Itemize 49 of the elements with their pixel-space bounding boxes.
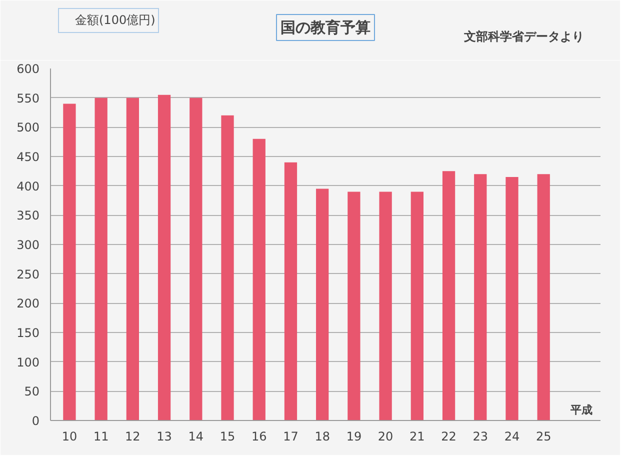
- x-tick-label: 21: [410, 430, 425, 444]
- bar: [442, 171, 456, 420]
- bar: [348, 192, 360, 420]
- y-tick-label: 50: [24, 384, 40, 399]
- x-tick-label: 19: [346, 430, 362, 444]
- y-tick-label: 300: [16, 238, 40, 252]
- bar: [284, 162, 298, 420]
- y-tick-label: 600: [16, 62, 40, 76]
- y-tick-label: 350: [16, 208, 40, 223]
- y-tick-label: 100: [16, 355, 40, 370]
- y-tick-label: 550: [16, 91, 40, 106]
- bar: [158, 94, 171, 420]
- bar: [316, 188, 329, 420]
- x-tick-label: 18: [314, 430, 330, 444]
- x-tick-label: 11: [93, 430, 109, 444]
- x-tick-label: 13: [156, 430, 172, 444]
- bar: [252, 138, 266, 420]
- chart-title: 国の教育予算: [280, 18, 370, 36]
- bar: [221, 115, 234, 420]
- text: 文部科学省データより: [463, 30, 584, 44]
- x-tick-label: 20: [378, 430, 394, 444]
- y-tick-label: 400: [16, 179, 40, 194]
- bar: [126, 98, 140, 420]
- x-tick-label: 24: [504, 430, 520, 444]
- bar: [63, 104, 76, 420]
- x-tick-label: 22: [441, 430, 456, 444]
- text: 金額(100億円): [75, 12, 156, 29]
- x-tick-label: 17: [283, 430, 298, 444]
- x-tick-label: 12: [125, 430, 140, 444]
- bar: [379, 192, 392, 420]
- bar: [506, 177, 518, 420]
- x-tick-label: 15: [220, 430, 236, 444]
- bar: [190, 98, 202, 420]
- y-tick-label: 0: [32, 414, 40, 428]
- x-tick-label: 16: [251, 430, 267, 444]
- y-tick-label: 450: [16, 150, 40, 164]
- bar: [474, 174, 487, 420]
- y-tick-label: 250: [16, 267, 40, 282]
- x-tick-label: 10: [62, 430, 78, 444]
- x-tick-label: 23: [472, 430, 488, 444]
- x-axis-title: 平成: [570, 404, 593, 416]
- x-tick-label: 14: [188, 430, 204, 444]
- x-tick-label: 25: [536, 430, 552, 444]
- y-tick-label: 500: [16, 120, 40, 135]
- bar: [94, 98, 108, 420]
- bar: [537, 174, 550, 420]
- bar: [410, 192, 424, 420]
- y-tick-label: 200: [16, 296, 40, 311]
- y-tick-label: 150: [16, 326, 40, 340]
